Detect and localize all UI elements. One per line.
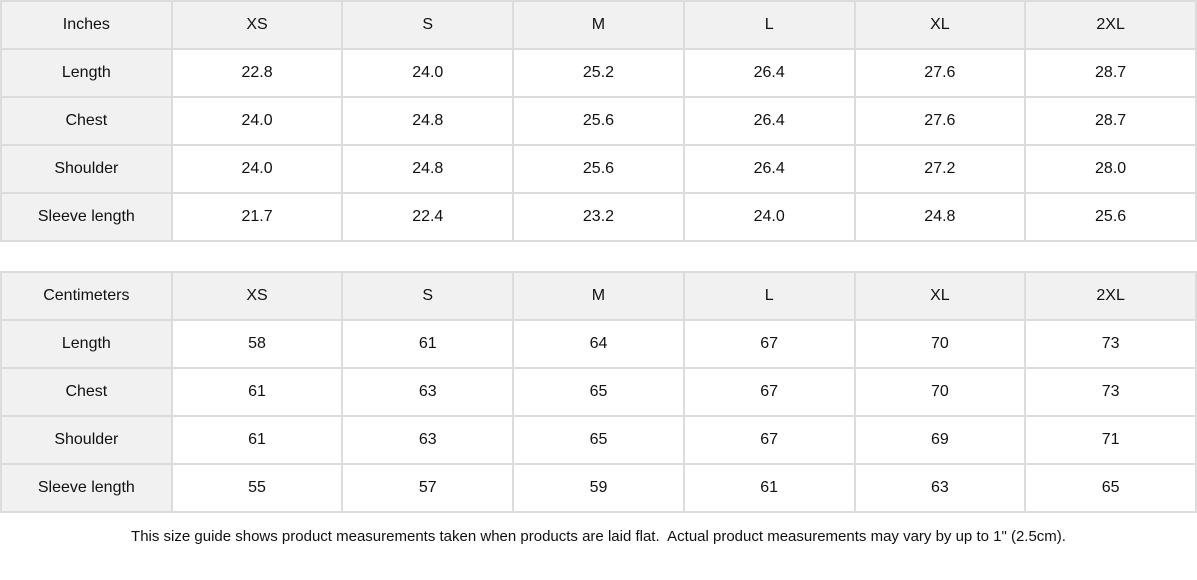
measurement-value-cell: 61 xyxy=(170,367,344,417)
size-header-cell: S xyxy=(341,271,515,321)
measurement-row: Length 58 61 64 67 70 73 xyxy=(0,319,1197,369)
measurement-value-cell: 67 xyxy=(682,319,856,369)
measurement-row: Chest 61 63 65 67 70 73 xyxy=(0,367,1197,417)
row-label-cell: Length xyxy=(0,319,173,369)
measurement-value-cell: 55 xyxy=(170,463,344,513)
centimeters-size-table: Centimeters XS S M L XL 2XL Length 58 61 64 67 70 73 C… xyxy=(0,271,1197,513)
measurement-row: Length 22.8 24.0 25.2 26.4 27.6 28.7 xyxy=(0,48,1197,98)
measurement-value-cell: 73 xyxy=(1024,319,1197,369)
measurement-value-cell: 67 xyxy=(682,367,856,417)
size-table-header-row: Inches XS S M L XL 2XL xyxy=(0,0,1197,50)
row-label-cell: Shoulder xyxy=(0,144,173,194)
unit-header-cell: Inches xyxy=(0,0,173,50)
measurement-value-cell: 28.7 xyxy=(1024,96,1197,146)
measurement-value-cell: 22.8 xyxy=(170,48,344,98)
measurement-value-cell: 28.7 xyxy=(1024,48,1197,98)
measurement-value-cell: 70 xyxy=(853,367,1027,417)
measurement-value-cell: 23.2 xyxy=(512,192,685,242)
measurement-value-cell: 61 xyxy=(341,319,515,369)
unit-header-cell: Centimeters xyxy=(0,271,173,321)
size-header-cell: XL xyxy=(853,0,1027,50)
measurement-value-cell: 26.4 xyxy=(682,48,856,98)
measurement-value-cell: 70 xyxy=(853,319,1027,369)
measurement-value-cell: 58 xyxy=(170,319,344,369)
measurement-value-cell: 25.6 xyxy=(512,144,685,194)
size-guide-note: This size guide shows product measuremen… xyxy=(0,513,1197,560)
size-header-cell: 2XL xyxy=(1024,271,1197,321)
measurement-value-cell: 28.0 xyxy=(1024,144,1197,194)
measurement-value-cell: 25.6 xyxy=(1024,192,1197,242)
measurement-value-cell: 59 xyxy=(512,463,685,513)
size-header-cell: L xyxy=(682,0,856,50)
size-header-cell: 2XL xyxy=(1024,0,1197,50)
measurement-value-cell: 73 xyxy=(1024,367,1197,417)
measurement-value-cell: 25.6 xyxy=(512,96,685,146)
row-label-cell: Shoulder xyxy=(0,415,173,465)
measurement-value-cell: 26.4 xyxy=(682,144,856,194)
measurement-value-cell: 25.2 xyxy=(512,48,685,98)
size-header-cell: S xyxy=(341,0,515,50)
row-label-cell: Chest xyxy=(0,367,173,417)
measurement-value-cell: 24.0 xyxy=(170,96,344,146)
measurement-value-cell: 65 xyxy=(512,367,685,417)
measurement-value-cell: 71 xyxy=(1024,415,1197,465)
measurement-value-cell: 65 xyxy=(512,415,685,465)
measurement-row: Sleeve length 21.7 22.4 23.2 24.0 24.8 25.6 xyxy=(0,192,1197,242)
size-header-cell: M xyxy=(512,271,685,321)
measurement-value-cell: 57 xyxy=(341,463,515,513)
measurement-row: Chest 24.0 24.8 25.6 26.4 27.6 28.7 xyxy=(0,96,1197,146)
measurement-value-cell: 24.8 xyxy=(341,96,515,146)
measurement-value-cell: 24.0 xyxy=(170,144,344,194)
inches-size-table: Inches XS S M L XL 2XL Length 22.8 24.0 25.2 26.4 27… xyxy=(0,0,1197,242)
size-header-cell: XL xyxy=(853,271,1027,321)
measurement-value-cell: 27.6 xyxy=(853,96,1027,146)
measurement-value-cell: 63 xyxy=(341,415,515,465)
measurement-value-cell: 69 xyxy=(853,415,1027,465)
row-label-cell: Sleeve length xyxy=(0,463,173,513)
measurement-value-cell: 22.4 xyxy=(341,192,515,242)
measurement-row: Sleeve length 55 57 59 61 63 65 xyxy=(0,463,1197,513)
measurement-value-cell: 21.7 xyxy=(170,192,344,242)
measurement-value-cell: 24.0 xyxy=(682,192,856,242)
size-guide: Inches XS S M L XL 2XL Length 22.8 24.0 25.2 26.4 27… xyxy=(0,0,1197,560)
measurement-value-cell: 61 xyxy=(170,415,344,465)
row-label-cell: Length xyxy=(0,48,173,98)
size-header-cell: M xyxy=(512,0,685,50)
measurement-value-cell: 24.8 xyxy=(341,144,515,194)
table-gap-spacer xyxy=(0,242,1197,271)
row-label-cell: Sleeve length xyxy=(0,192,173,242)
measurement-value-cell: 61 xyxy=(682,463,856,513)
measurement-value-cell: 63 xyxy=(853,463,1027,513)
size-header-cell: XS xyxy=(170,0,344,50)
measurement-value-cell: 27.2 xyxy=(853,144,1027,194)
measurement-value-cell: 65 xyxy=(1024,463,1197,513)
size-header-cell: L xyxy=(682,271,856,321)
measurement-row: Shoulder 24.0 24.8 25.6 26.4 27.2 28.0 xyxy=(0,144,1197,194)
row-label-cell: Chest xyxy=(0,96,173,146)
measurement-value-cell: 24.0 xyxy=(341,48,515,98)
size-header-cell: XS xyxy=(170,271,344,321)
measurement-value-cell: 63 xyxy=(341,367,515,417)
measurement-value-cell: 27.6 xyxy=(853,48,1027,98)
measurement-value-cell: 67 xyxy=(682,415,856,465)
size-table-header-row: Centimeters XS S M L XL 2XL xyxy=(0,271,1197,321)
measurement-value-cell: 24.8 xyxy=(853,192,1027,242)
measurement-value-cell: 64 xyxy=(512,319,685,369)
measurement-value-cell: 26.4 xyxy=(682,96,856,146)
measurement-row: Shoulder 61 63 65 67 69 71 xyxy=(0,415,1197,465)
